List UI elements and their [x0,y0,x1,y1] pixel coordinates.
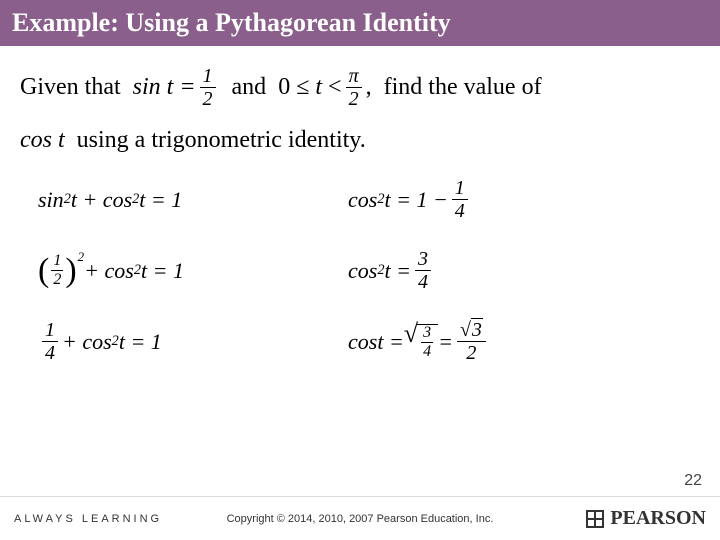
brand-text: PEARSON [610,507,706,530]
problem-line-2: cos t using a trigonometric identity. [20,127,700,154]
footer-brand: PEARSON [586,507,706,530]
text-given-that: Given that [20,74,121,101]
expr-range: 0 ≤ t < π 2 , [278,66,371,109]
eq-identity: sin2 t + cos2 t = 1 [38,178,318,221]
sqrt-three-quarters: √ 3 4 [404,324,438,360]
slide-header: Example: Using a Pythagorean Identity [0,0,720,46]
math-work-grid: sin2 t + cos2 t = 1 cos2 t = 1 − 1 4 ( 1… [20,178,700,363]
frac-half: 1 2 [200,66,216,109]
eq-cos2-1-minus-quarter: cos2 t = 1 − 1 4 [348,178,628,221]
slide-title: Example: Using a Pythagorean Identity [12,8,451,37]
eq-half-sq-plus-cos2: ( 1 2 )2 + cos2 t = 1 [38,249,318,292]
eq-quarter-plus-cos2: 1 4 + cos2 t = 1 [38,320,318,363]
pearson-logo-icon [586,510,604,528]
page-number: 22 [684,472,702,490]
slide-footer: ALWAYS LEARNING Copyright © 2014, 2010, … [0,496,720,540]
text-and: and [232,74,267,101]
footer-copyright: Copyright © 2014, 2010, 2007 Pearson Edu… [227,513,494,525]
eq-cost-final: cos t = √ 3 4 = √3 2 [348,320,628,363]
eq-cos2-three-quarters: cos2 t = 3 4 [348,249,628,292]
slide-body: Given that sin t = 1 2 and 0 ≤ t < π 2 ,… [0,46,720,363]
text-using-identity: using a trigonometric identity. [77,127,366,154]
footer-tagline: ALWAYS LEARNING [14,513,162,525]
frac-root3-over-2: √3 2 [457,320,486,363]
problem-line-1: Given that sin t = 1 2 and 0 ≤ t < π 2 ,… [20,66,700,109]
frac-pi-2: π 2 [346,66,362,109]
expr-sin-t-eq-half: sin t = 1 2 [133,66,220,109]
expr-cos-t: cos t [20,127,65,154]
text-find-value: find the value of [384,74,542,101]
